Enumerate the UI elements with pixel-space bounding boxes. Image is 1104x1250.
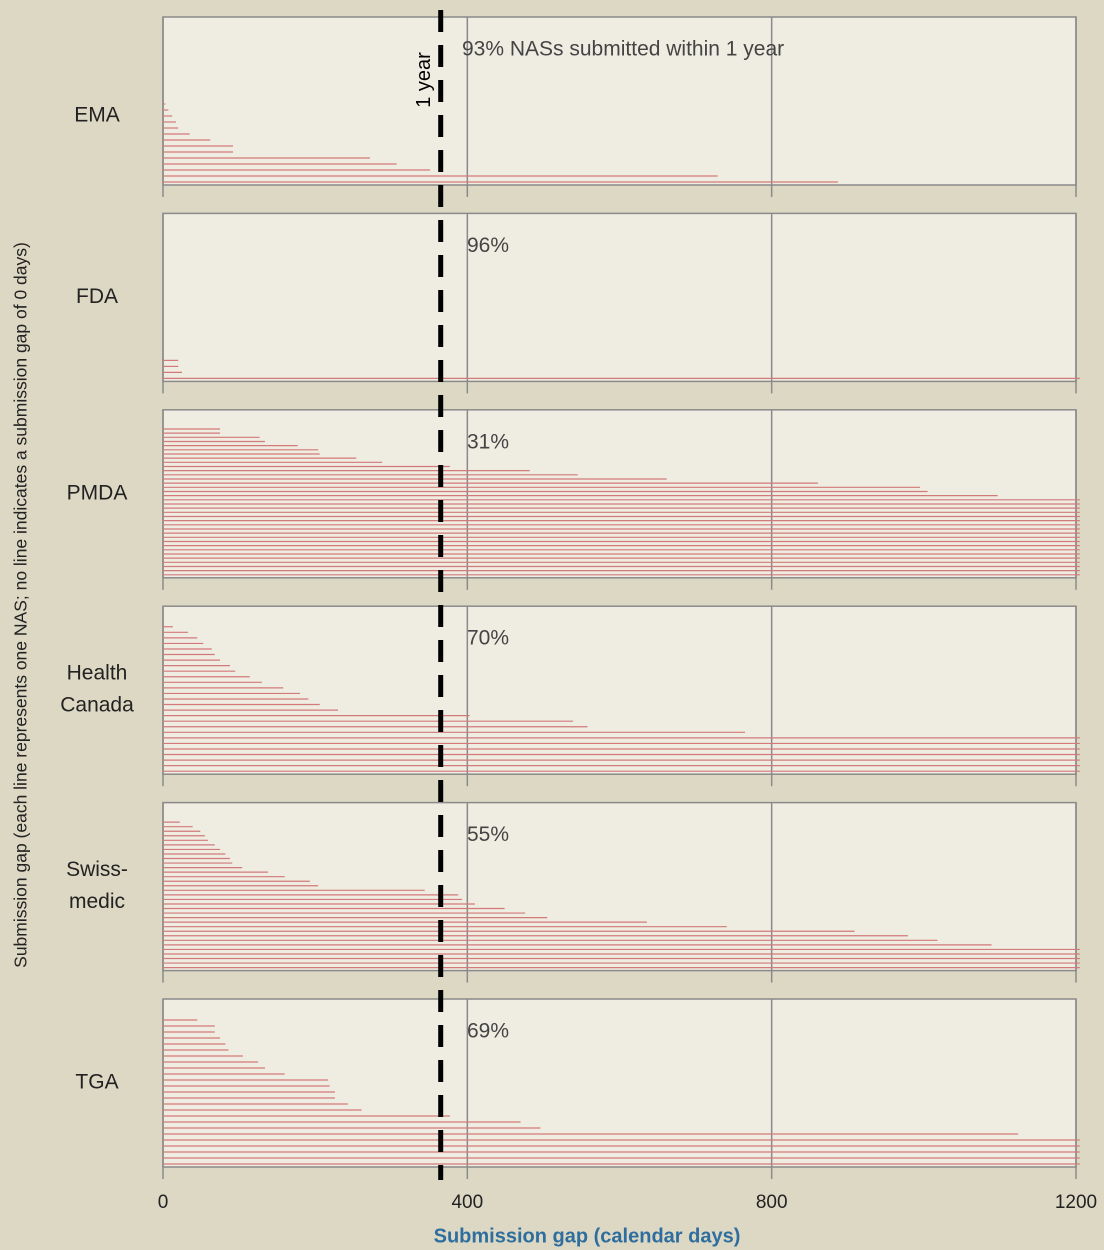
panel-label: TGA <box>75 1071 118 1094</box>
panel-label: Swiss- <box>66 858 128 881</box>
panel-label: EMA <box>74 104 120 127</box>
panel-label: PMDA <box>67 481 128 504</box>
x-tick-label: 400 <box>451 1192 483 1213</box>
x-tick-label: 800 <box>756 1192 788 1213</box>
x-tick-label: 1200 <box>1055 1192 1097 1213</box>
x-axis-label: Submission gap (calendar days) <box>434 1225 741 1247</box>
y-axis-label: Submission gap (each line represents one… <box>11 242 31 968</box>
annotation: 96% <box>467 234 509 257</box>
panel <box>162 409 1077 579</box>
annotation: 55% <box>467 823 509 846</box>
annotation: 69% <box>467 1020 509 1043</box>
panel-label: Canada <box>60 694 134 717</box>
annotation: 70% <box>467 627 509 650</box>
panel-label: FDA <box>76 285 118 308</box>
panel <box>162 998 1077 1168</box>
panel-label: Health <box>67 662 128 685</box>
panel <box>162 605 1077 775</box>
reference-label: 1 year <box>413 52 435 108</box>
panel <box>162 801 1077 972</box>
panel-label: medic <box>69 890 125 913</box>
annotation: 93% NASs submitted within 1 year <box>462 38 784 61</box>
panel <box>162 16 1077 186</box>
x-tick-label: 0 <box>158 1192 169 1213</box>
panel <box>162 212 1077 383</box>
annotation: 31% <box>467 430 509 453</box>
